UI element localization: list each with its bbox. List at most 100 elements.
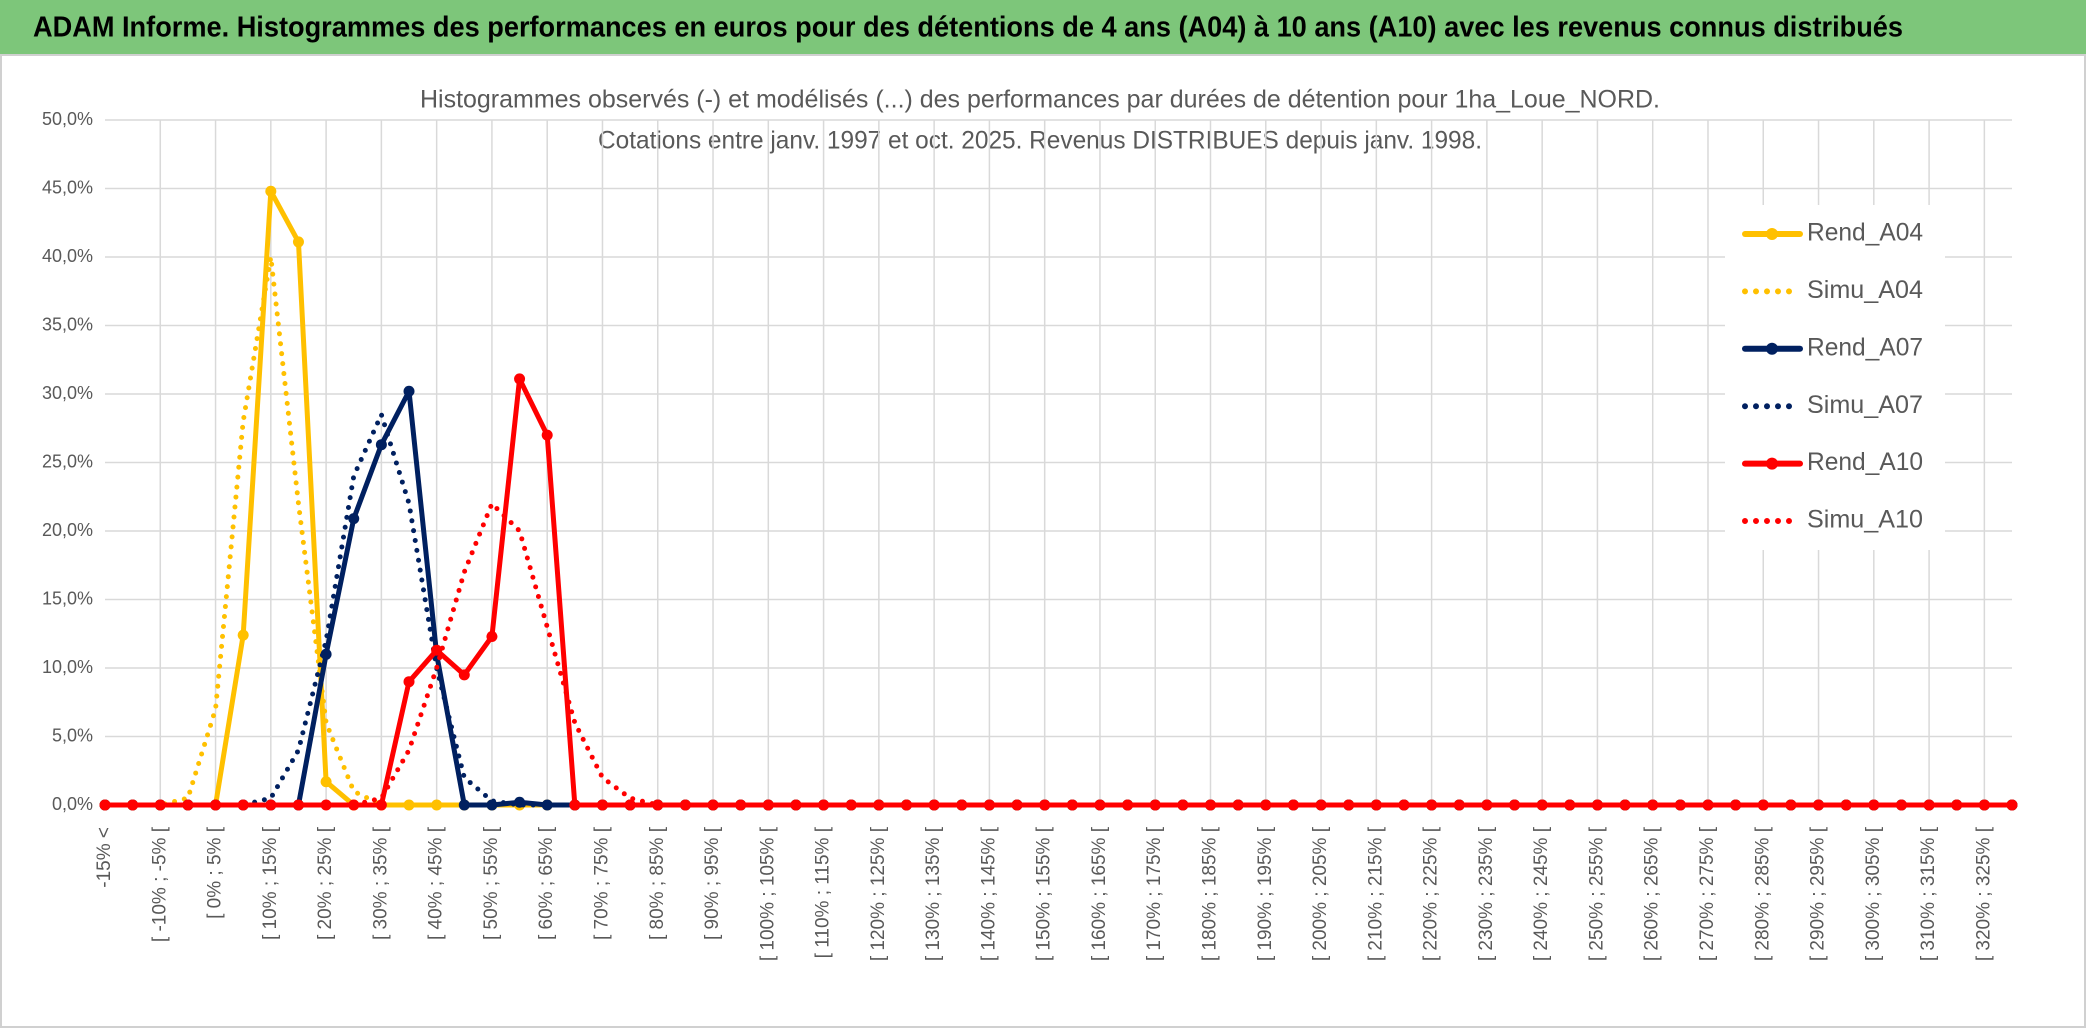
data-point	[237, 629, 249, 641]
x-tick-label: [ -10% ; -5% [	[149, 826, 170, 942]
data-point	[403, 799, 415, 811]
x-tick-label: [ 140% ; 145% [	[978, 826, 999, 961]
data-point	[375, 439, 387, 451]
x-tick-label: [ 70% ; 75% [	[591, 826, 612, 940]
data-point	[431, 644, 443, 656]
legend-label: Simu_A04	[1807, 276, 1923, 304]
data-point	[983, 799, 995, 811]
x-tick-label: [ 200% ; 205% [	[1310, 826, 1331, 961]
data-point	[375, 799, 387, 811]
data-point	[154, 799, 166, 811]
data-point	[182, 799, 194, 811]
data-point	[1702, 799, 1714, 811]
x-tick-label: [ 40% ; 45% [	[426, 826, 447, 940]
data-point	[1343, 799, 1355, 811]
y-tick-label: 35,0%	[42, 314, 93, 334]
x-tick-label: [ 60% ; 65% [	[536, 826, 557, 940]
y-tick-label: 50,0%	[42, 109, 93, 129]
data-point	[1260, 799, 1272, 811]
data-point	[1370, 799, 1382, 811]
data-point	[265, 799, 277, 811]
legend-label: Rend_A07	[1807, 333, 1923, 361]
data-point	[265, 185, 277, 197]
legend-marker	[1766, 457, 1778, 470]
data-point	[403, 385, 415, 397]
x-tick-label: [ 180% ; 185% [	[1200, 826, 1221, 961]
data-point	[1619, 799, 1631, 811]
x-tick-label: [ 170% ; 175% [	[1144, 826, 1165, 961]
data-point	[514, 373, 526, 385]
x-tick-label: [ 280% ; 285% [	[1752, 826, 1773, 961]
x-tick-label: [ 50% ; 55% [	[481, 826, 502, 940]
data-point	[292, 236, 304, 248]
legend-label: Rend_A10	[1807, 448, 1923, 476]
x-tick-label: [ 260% ; 265% [	[1642, 826, 1663, 961]
y-tick-label: 15,0%	[42, 588, 93, 608]
x-tick-label: [ 310% ; 315% [	[1918, 826, 1939, 961]
x-tick-label: [ 10% ; 15% [	[260, 826, 281, 940]
x-tick-label: [ 100% ; 105% [	[757, 826, 778, 961]
chart-title: Histogrammes observés (-) et modélisés (…	[420, 86, 1660, 114]
data-point	[403, 676, 415, 688]
data-point	[1481, 799, 1493, 811]
x-tick-label: [ 270% ; 275% [	[1697, 826, 1718, 961]
y-tick-label: 40,0%	[42, 246, 93, 266]
y-tick-label: 25,0%	[42, 451, 93, 471]
x-tick-label: [ 150% ; 155% [	[1034, 826, 1055, 961]
data-point	[790, 799, 802, 811]
x-tick-label: -15% <	[94, 827, 115, 888]
series-line	[102, 501, 2015, 808]
data-point	[541, 799, 553, 811]
data-point	[1730, 799, 1742, 811]
data-point	[1509, 799, 1521, 811]
chart-frame	[0, 54, 2086, 1028]
y-tick-label: 5,0%	[52, 725, 93, 745]
y-tick-label: 0,0%	[52, 794, 93, 814]
legend-label: Rend_A04	[1807, 219, 1923, 247]
chart-subtitle: Cotations entre janv. 1997 et oct. 2025.…	[598, 127, 1482, 155]
x-tick-label: [ 230% ; 235% [	[1476, 826, 1497, 961]
x-tick-label: [ 30% ; 35% [	[370, 826, 391, 940]
legend-box	[1725, 205, 1945, 550]
legend-marker	[1766, 228, 1778, 240]
x-tick-label: [ 0% ; 5% [	[205, 826, 226, 919]
x-tick-label: [ 190% ; 195% [	[1255, 826, 1276, 961]
x-tick-label: [ 250% ; 255% [	[1586, 826, 1607, 961]
x-tick-label: [ 300% ; 305% [	[1863, 826, 1884, 961]
data-point	[541, 429, 553, 441]
data-point	[1951, 799, 1963, 811]
data-point	[1813, 799, 1825, 811]
y-tick-label: 20,0%	[42, 520, 93, 540]
data-point	[652, 799, 664, 811]
data-point	[1232, 799, 1244, 811]
data-point	[1453, 799, 1465, 811]
data-point	[873, 799, 885, 811]
header-bar	[0, 0, 2086, 54]
x-tick-label: [ 20% ; 25% [	[315, 826, 336, 940]
x-tick-label: [ 130% ; 135% [	[923, 826, 944, 961]
data-point	[596, 799, 608, 811]
x-tick-label: [ 80% ; 85% [	[647, 826, 668, 940]
legend-label: Simu_A07	[1807, 391, 1923, 419]
data-point	[1149, 799, 1161, 811]
legend-label: Simu_A10	[1807, 506, 1923, 534]
data-point	[292, 799, 304, 811]
legend-marker	[1766, 342, 1778, 355]
data-point	[1591, 799, 1603, 811]
x-tick-label: [ 210% ; 215% [	[1365, 826, 1386, 961]
data-point	[624, 799, 636, 811]
data-point	[458, 799, 470, 811]
x-tick-label: [ 320% ; 325% [	[1973, 826, 1994, 961]
data-point	[1923, 799, 1935, 811]
x-tick-label: [ 110% ; 115% [	[813, 826, 834, 958]
data-point	[458, 669, 470, 681]
x-tick-label: [ 120% ; 125% [	[868, 826, 889, 961]
header-title: ADAM Informe. Histogrammes des performan…	[33, 12, 1903, 44]
data-point	[486, 630, 498, 642]
data-point	[762, 799, 774, 811]
data-point	[900, 799, 912, 811]
x-tick-label: [ 160% ; 165% [	[1089, 826, 1110, 961]
y-tick-label: 45,0%	[42, 177, 93, 197]
y-tick-label: 30,0%	[42, 383, 93, 403]
